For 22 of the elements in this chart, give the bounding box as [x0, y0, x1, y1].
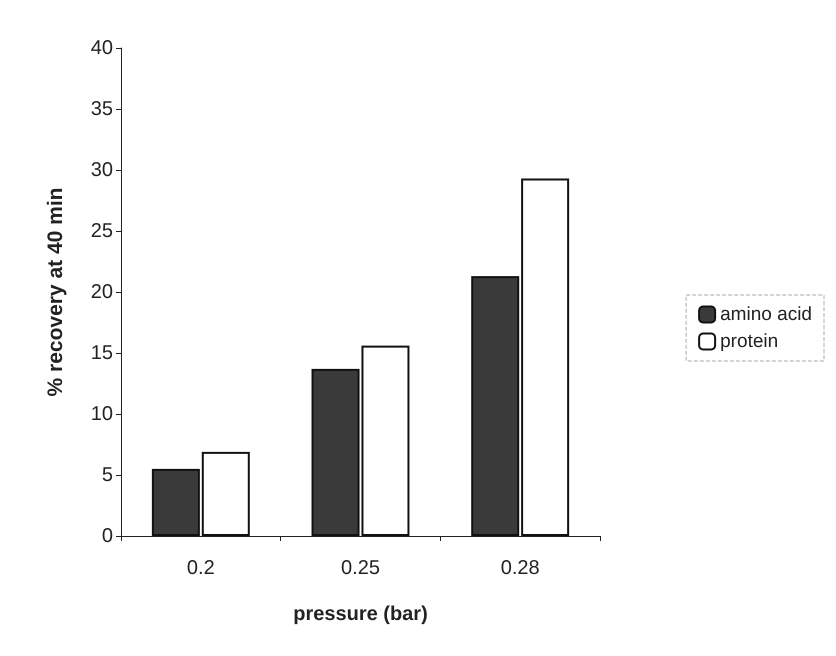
legend-label: amino acid	[720, 304, 812, 325]
bar	[361, 346, 410, 536]
legend-label: protein	[720, 331, 778, 352]
y-tick-label: 25	[90, 220, 113, 242]
bar	[152, 468, 200, 536]
bar	[202, 452, 250, 536]
bar	[521, 178, 570, 536]
y-tick-label: 35	[90, 98, 113, 120]
bar	[312, 368, 360, 536]
y-tick-label: 20	[90, 281, 113, 303]
y-tick-label: 10	[90, 403, 113, 425]
y-tick-label: 15	[90, 342, 113, 364]
x-tick-label: 0.28	[500, 557, 540, 579]
x-axis-title: pressure (bar)	[293, 603, 428, 625]
y-tick-label: 5	[102, 464, 113, 486]
y-tick-label: 30	[90, 159, 113, 181]
x-tick-label: 0.2	[186, 557, 215, 579]
y-tick-label: 40	[90, 37, 113, 59]
y-tick-label: 0	[102, 525, 113, 547]
bar	[471, 276, 520, 536]
y-axis-title: % recovery at 40 min	[44, 188, 67, 396]
x-tick-label: 0.25	[341, 557, 380, 579]
